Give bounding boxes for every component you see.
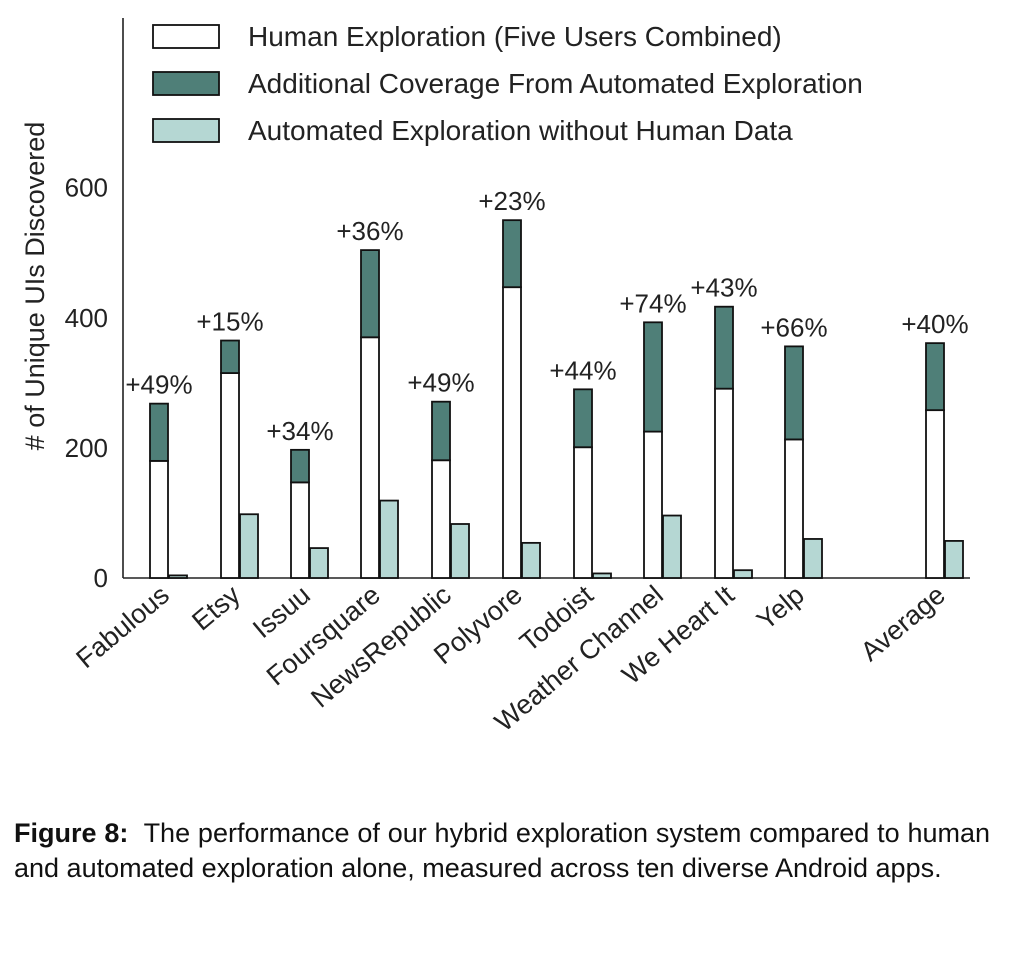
chart-axes: 0 200 400 600 # of Unique UIs Discovered [20, 18, 970, 593]
bar-human [784, 438, 804, 579]
y-axis-label: # of Unique UIs Discovered [20, 122, 50, 451]
bar-human [290, 481, 310, 579]
bar-automated [309, 547, 329, 579]
bar-automated [379, 499, 399, 579]
bar-automated [521, 541, 541, 579]
data-label: +74% [619, 288, 686, 318]
bar-additional [925, 342, 945, 412]
data-label: +44% [549, 355, 616, 385]
chart-bars [149, 219, 964, 579]
bar-additional [784, 345, 804, 441]
x-tick-label: Yelp [751, 580, 810, 636]
bar-additional [360, 249, 380, 339]
bar-human [502, 286, 522, 579]
data-label: +36% [336, 216, 403, 246]
bar-additional [502, 219, 522, 289]
bar-automated [803, 538, 823, 579]
bar-automated [239, 513, 259, 579]
data-label: +34% [266, 416, 333, 446]
bar-additional [220, 339, 240, 374]
y-tick-label: 200 [65, 433, 108, 463]
x-tick-label: Etsy [186, 579, 246, 636]
data-label: +49% [407, 368, 474, 398]
legend-label: Automated Exploration without Human Data [248, 115, 793, 146]
bar-automated [592, 572, 612, 579]
bar-automated [733, 569, 753, 579]
data-label: +40% [901, 309, 968, 339]
x-tick-label: Average [855, 580, 951, 667]
data-label: +23% [478, 186, 545, 216]
bar-automated [662, 514, 682, 579]
caption-text: The performance of our hybrid exploratio… [14, 818, 991, 883]
caption-label: Figure 8: [14, 818, 129, 848]
bar-human [149, 459, 169, 579]
figure-caption: Figure 8: The performance of our hybrid … [14, 816, 990, 886]
chart-legend: Human Exploration (Five Users Combined) A… [152, 21, 863, 146]
bar-chart: Human Exploration (Five Users Combined) A… [20, 18, 970, 737]
bar-human [573, 446, 593, 579]
bar-automated [168, 574, 188, 579]
data-label: +49% [125, 370, 192, 400]
bar-additional [431, 400, 451, 462]
bar-human [925, 409, 945, 579]
legend-swatch [152, 118, 220, 143]
data-label: +66% [760, 312, 827, 342]
data-label: +15% [196, 307, 263, 337]
x-tick-label: Fabulous [70, 580, 174, 674]
legend-swatch [152, 71, 220, 96]
y-tick-label: 600 [65, 173, 108, 203]
legend-swatch [152, 24, 220, 49]
bar-additional [714, 305, 734, 390]
bar-automated [944, 540, 964, 579]
bar-additional [573, 388, 593, 449]
bar-human [643, 430, 663, 579]
legend-label: Human Exploration (Five Users Combined) [248, 21, 782, 52]
bar-automated [450, 523, 470, 579]
bar-human [714, 387, 734, 579]
legend-label: Additional Coverage From Automated Explo… [248, 68, 863, 99]
bar-additional [149, 402, 169, 462]
y-tick-label: 400 [65, 303, 108, 333]
bar-human [431, 459, 451, 579]
data-label: +43% [690, 273, 757, 303]
y-tick-label: 0 [94, 563, 108, 593]
bar-human [360, 336, 380, 579]
bar-additional [290, 448, 310, 484]
bar-human [220, 372, 240, 579]
bar-additional [643, 321, 663, 433]
